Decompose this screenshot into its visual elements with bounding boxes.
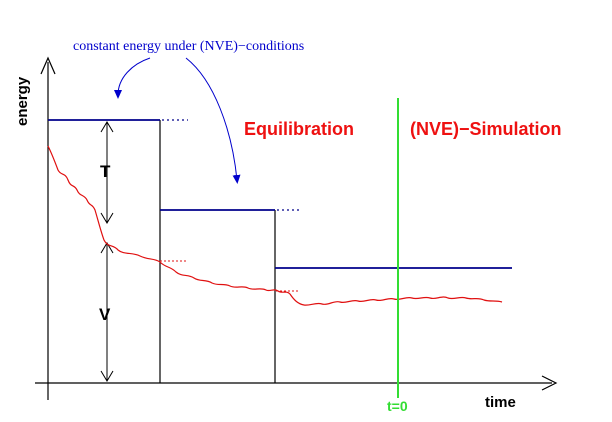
kinetic-energy-arrow	[100, 121, 114, 224]
potential-energy-trace	[47, 145, 503, 306]
constant-energy-annotation: constant energy under (NVE)−conditions	[73, 39, 304, 54]
x-axis-arrowhead	[541, 375, 558, 391]
potential-energy-label: V	[99, 305, 111, 324]
axes	[35, 56, 558, 400]
annotation-arrow-right	[185, 57, 241, 184]
t0-marker-label: t=0	[387, 398, 408, 414]
annotation-arrow-left	[114, 57, 151, 99]
energy-levels	[48, 119, 512, 269]
y-axis-arrowhead	[40, 56, 56, 75]
x-axis-label: time	[485, 394, 516, 411]
simulation-label: (NVE)−Simulation	[410, 119, 562, 139]
y-axis-label: energy	[14, 76, 31, 126]
kinetic-energy-label: T	[100, 162, 111, 181]
equilibration-label: Equilibration	[244, 119, 354, 139]
